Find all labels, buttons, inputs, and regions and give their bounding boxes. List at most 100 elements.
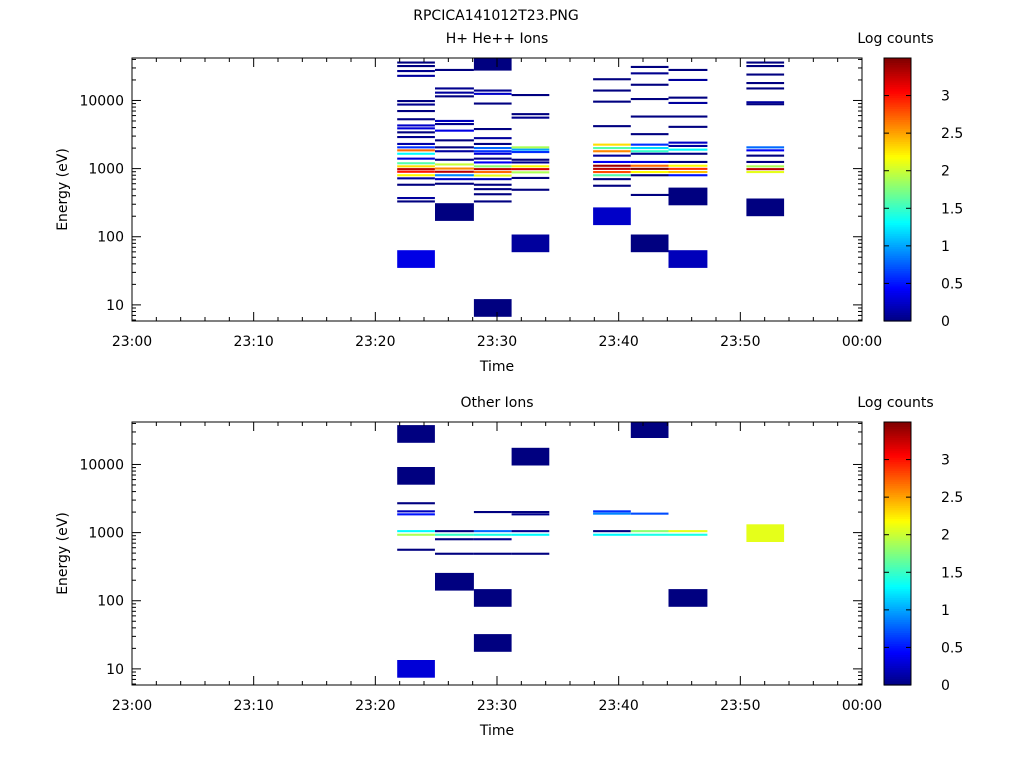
colorbar-tick-label: 2 <box>941 164 950 180</box>
colorbar-step <box>884 549 911 552</box>
heatmap-cell <box>397 513 435 516</box>
x-axis-label: Time <box>479 723 514 739</box>
colorbar-step <box>884 542 911 546</box>
colorbar-step <box>884 452 911 456</box>
colorbar-step <box>884 426 911 430</box>
heatmap-cell <box>397 660 435 678</box>
heatmap-cell <box>593 178 631 181</box>
colorbar-step <box>884 277 911 280</box>
colorbar-step <box>884 645 911 649</box>
colorbar-step <box>884 182 911 186</box>
colorbar-step <box>884 187 911 191</box>
heatmap-cell <box>593 530 631 533</box>
x-tick-label: 23:40 <box>598 698 638 714</box>
colorbar-step <box>884 222 911 226</box>
colorbar-step <box>884 231 911 234</box>
colorbar-step <box>884 538 911 541</box>
colorbar-step <box>884 200 911 204</box>
heatmap-cell <box>473 150 512 153</box>
colorbar-step <box>884 638 911 642</box>
figure-title: RPCICA141012T23.PNG <box>413 8 578 24</box>
x-tick-label: 23:00 <box>112 698 152 714</box>
colorbar-label: Log counts <box>857 395 933 411</box>
colorbar-step <box>884 314 911 318</box>
colorbar-step <box>884 204 911 208</box>
heatmap-cell <box>511 176 550 179</box>
colorbar-step <box>884 310 911 313</box>
y-axis-label: Energy (eV) <box>55 512 71 595</box>
x-tick-label: 23:50 <box>720 698 760 714</box>
heatmap-cell <box>473 58 512 71</box>
heatmap-cell <box>668 125 708 128</box>
colorbar-step <box>884 104 911 107</box>
colorbar-step <box>884 171 911 175</box>
heatmap-cell <box>746 87 785 90</box>
colorbar-step <box>884 246 911 250</box>
colorbar-step <box>884 634 911 638</box>
heatmap-cell <box>746 198 785 217</box>
x-tick-label: 00:00 <box>842 698 882 714</box>
x-tick-label: 23:10 <box>233 698 273 714</box>
heatmap-cell <box>397 146 435 149</box>
colorbar-step <box>884 505 911 509</box>
colorbar-tick-label: 1 <box>941 603 950 619</box>
heatmap-cell <box>630 234 669 253</box>
colorbar-step <box>884 478 911 482</box>
colorbar-step <box>884 527 911 530</box>
heatmap-cell <box>473 530 512 533</box>
heatmap-cell <box>397 200 435 203</box>
heatmap-cell <box>473 533 512 536</box>
colorbar-frame <box>883 421 912 686</box>
colorbar-step <box>884 628 911 631</box>
colorbar-step <box>884 588 911 592</box>
y-axis-label: Energy (eV) <box>55 148 71 231</box>
heatmap-cell <box>435 552 474 555</box>
heatmap-cell <box>668 171 708 174</box>
y-tick-label: 10 <box>106 662 124 678</box>
colorbar-step <box>884 125 911 129</box>
colorbar-step <box>884 312 911 316</box>
colorbar-tick-label: 1.5 <box>941 565 963 581</box>
colorbar-step <box>884 641 911 644</box>
heatmap-cell <box>473 178 512 181</box>
colorbar-step <box>884 555 911 559</box>
heatmap-cell <box>397 149 435 152</box>
heatmap-cell <box>746 154 785 157</box>
heatmap-cell <box>435 150 474 153</box>
heatmap-cell <box>668 96 708 99</box>
colorbar-step <box>884 261 911 265</box>
colorbar-step <box>884 215 911 219</box>
colorbar-step <box>884 619 911 623</box>
heatmap-cell <box>511 94 550 97</box>
heatmap-cell <box>746 146 785 149</box>
colorbar-step <box>884 224 911 228</box>
colorbar-step <box>884 649 911 653</box>
colorbar-tick-label: 1.5 <box>941 201 963 217</box>
heatmap-cell <box>668 164 708 167</box>
heatmap-cell <box>668 101 708 104</box>
colorbar-step <box>884 632 911 636</box>
colorbar-step <box>884 507 911 511</box>
heatmap-cell <box>511 151 550 154</box>
colorbar-step <box>884 158 911 162</box>
heatmap-cell <box>435 174 474 177</box>
heatmap-cell <box>435 158 474 161</box>
colorbar-step <box>884 198 911 202</box>
colorbar-step <box>884 145 911 149</box>
colorbar-step <box>884 161 911 164</box>
colorbar-step <box>884 285 911 289</box>
colorbar-step <box>884 518 911 522</box>
heatmap-cell <box>397 510 435 513</box>
heatmap-cell <box>630 147 669 150</box>
colorbar-step <box>884 514 911 517</box>
colorbar-step <box>884 553 911 557</box>
y-tick-label: 1000 <box>88 526 124 542</box>
heatmap-cell <box>473 152 512 155</box>
heatmap-cell <box>630 152 669 155</box>
colorbar-step <box>884 496 911 500</box>
colorbar-step <box>884 169 911 173</box>
colorbar-step <box>884 99 911 103</box>
colorbar-step <box>884 119 911 123</box>
colorbar-step <box>884 202 911 206</box>
colorbar-step <box>884 489 911 493</box>
